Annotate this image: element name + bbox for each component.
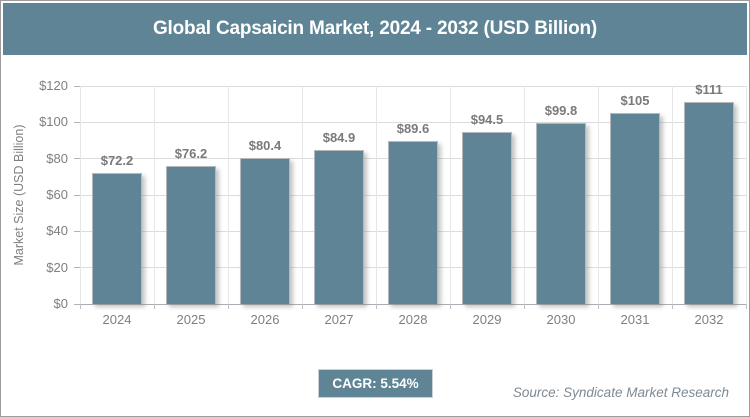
gridline-horizontal: [80, 121, 746, 123]
y-axis-tick-label: $0: [53, 296, 68, 311]
gridline-horizontal: [80, 85, 746, 87]
bar-2026: [240, 157, 290, 304]
bar-2031: [610, 113, 660, 304]
x-axis-tick: [79, 304, 81, 309]
bar-value-label: $76.2: [174, 145, 208, 161]
bar-value-label: $80.4: [248, 137, 282, 153]
source-attribution: Source: Syndicate Market Research: [512, 385, 729, 400]
bar-2028: [388, 141, 438, 304]
gridline-horizontal: [80, 303, 746, 305]
bar-value-label: $105: [620, 93, 650, 109]
gridline-vertical: [745, 86, 747, 304]
bar-value-label: $84.9: [322, 129, 356, 145]
x-axis-category-label: 2024: [102, 312, 132, 327]
gridline-vertical: [523, 86, 525, 304]
x-axis-tick: [597, 304, 599, 309]
bar-2027: [314, 149, 364, 304]
bar-value-label: $94.5: [470, 112, 504, 128]
x-axis-tick: [153, 304, 155, 309]
x-axis-category-label: 2027: [324, 312, 354, 327]
x-axis-category-label: 2031: [620, 312, 650, 327]
bar-value-label: $111: [695, 82, 723, 98]
x-axis-tick: [227, 304, 229, 309]
y-axis-tick: [74, 267, 80, 269]
gridline-vertical: [671, 86, 673, 304]
gridline-vertical: [153, 86, 155, 304]
gridline-vertical: [79, 86, 81, 304]
x-axis-category-label: 2028: [398, 312, 428, 327]
gridline-vertical: [449, 86, 451, 304]
y-axis-tick-label: $40: [46, 223, 68, 239]
chart-title: Global Capsaicin Market, 2024 - 2032 (US…: [152, 18, 598, 39]
x-axis-tick: [449, 304, 451, 309]
y-axis-tick: [74, 158, 80, 160]
cagr-label: CAGR: 5.54%: [332, 376, 419, 391]
x-axis-category-label: 2032: [694, 312, 724, 327]
y-axis-tick-label: $100: [39, 114, 68, 130]
y-axis-tick-label: $20: [46, 259, 68, 275]
bar-2030: [536, 122, 586, 304]
bar-2025: [166, 165, 216, 304]
x-axis-tick: [375, 304, 377, 309]
x-axis-category-label: 2029: [472, 312, 502, 327]
bar-value-label: $99.8: [544, 102, 578, 118]
x-axis-tick: [745, 304, 747, 309]
y-axis-tick: [74, 85, 80, 87]
x-axis-tick: [301, 304, 303, 309]
gridline-vertical: [301, 86, 303, 304]
bar-2024: [92, 172, 142, 304]
x-axis-category-label: 2025: [176, 312, 206, 327]
y-axis-tick-label: $80: [46, 150, 68, 166]
gridline-vertical: [597, 86, 599, 304]
plot-area: [79, 85, 747, 305]
y-axis-tick-label: $60: [46, 187, 68, 202]
x-axis-category-label: 2026: [250, 312, 280, 327]
cagr-badge: CAGR: 5.54%: [318, 369, 433, 398]
y-axis-tick-label: $120: [39, 78, 68, 93]
x-axis-tick: [523, 304, 525, 309]
gridline-vertical: [375, 86, 377, 304]
y-axis-tick: [74, 194, 80, 196]
bar-value-label: $72.2: [100, 152, 134, 168]
gridline-vertical: [227, 86, 229, 304]
bar-2032: [684, 102, 734, 304]
y-axis-tick: [74, 303, 80, 305]
y-axis-tick: [74, 230, 80, 232]
chart-title-bar: Global Capsaicin Market, 2024 - 2032 (US…: [3, 3, 747, 55]
bar-2029: [462, 132, 512, 304]
x-axis-category-label: 2030: [546, 312, 576, 327]
y-axis-tick: [74, 121, 80, 123]
bar-value-label: $89.6: [396, 121, 430, 137]
x-axis-tick: [671, 304, 673, 309]
